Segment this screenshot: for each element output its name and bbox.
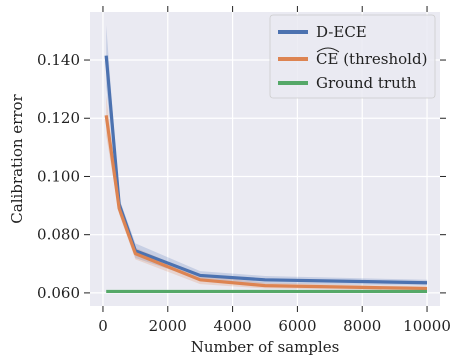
- x-tick-label: 10000: [403, 317, 451, 335]
- legend-label-d-ece: D-ECE: [316, 23, 367, 41]
- x-tick-label: 8000: [343, 317, 381, 335]
- y-axis-label: Calibration error: [8, 93, 26, 223]
- y-tick-label: 0.120: [37, 109, 80, 127]
- y-tick-label: 0.080: [37, 226, 80, 244]
- y-tick-label: 0.100: [37, 167, 80, 185]
- x-tick-label: 6000: [278, 317, 316, 335]
- legend-label-ce-suffix: (threshold): [338, 50, 427, 68]
- legend-label-ce-threshold: CE (threshold): [316, 50, 427, 68]
- legend-label-ground-truth: Ground truth: [316, 74, 417, 92]
- y-tick-label: 0.060: [37, 284, 80, 302]
- x-tick-labels: 0 2000 4000 6000 8000 10000: [98, 317, 451, 335]
- x-axis-label: Number of samples: [191, 338, 340, 356]
- x-tick-label: 2000: [149, 317, 187, 335]
- legend-label-ce-main: CE: [316, 50, 338, 68]
- x-tick-label: 0: [98, 317, 108, 335]
- x-tick-label: 4000: [213, 317, 251, 335]
- y-tick-label: 0.140: [37, 51, 80, 69]
- y-tick-labels: 0.060 0.080 0.100 0.120 0.140: [37, 51, 80, 302]
- legend: D-ECE CE (threshold) Ground truth: [270, 15, 435, 98]
